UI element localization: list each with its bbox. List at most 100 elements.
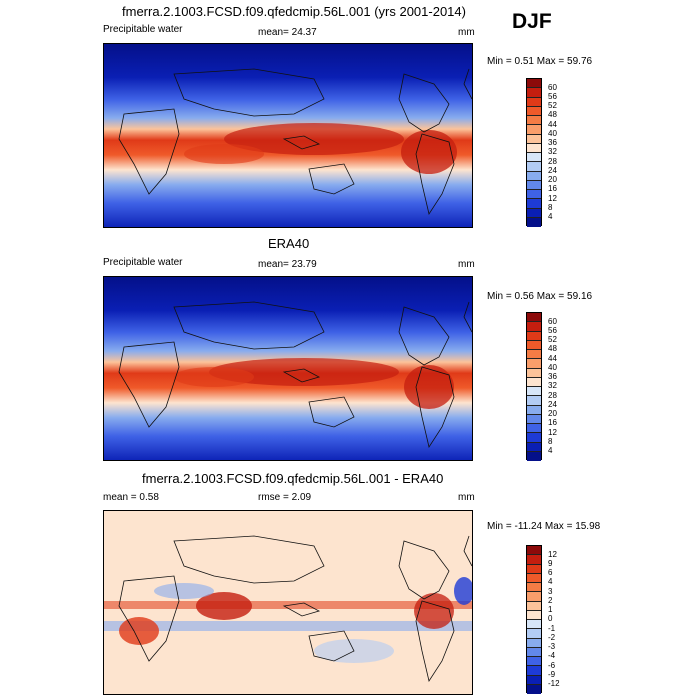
panel-2-colorbar-swatch bbox=[527, 359, 541, 369]
panel-3-colorbar-tick: -3 bbox=[548, 642, 556, 651]
panel-2-variable-label: Precipitable water bbox=[103, 257, 183, 268]
season-label: DJF bbox=[512, 10, 552, 33]
panel-1-colorbar-swatch bbox=[527, 79, 541, 89]
panel-3-colorbar-swatch bbox=[527, 647, 541, 657]
panel-1-colorbar-tick: 48 bbox=[548, 110, 557, 119]
panel-2-colorbar-tick: 48 bbox=[548, 344, 557, 353]
panel-1-colorbar-swatch bbox=[527, 125, 541, 135]
panel-3-colorbar-tick: -12 bbox=[548, 679, 560, 688]
panel-1-colorbar-tick: 36 bbox=[548, 138, 557, 147]
panel-1-colorbar-swatch bbox=[527, 190, 541, 200]
panel-3-colorbar-swatch bbox=[527, 610, 541, 620]
panel-1-colorbar-tick: 4 bbox=[548, 212, 553, 221]
panel-3-colorbar-swatch bbox=[527, 629, 541, 639]
panel-2-colorbar-swatch bbox=[527, 340, 541, 350]
panel-3-colorbar-swatch bbox=[527, 638, 541, 648]
panel-2-colorbar-swatch bbox=[527, 451, 541, 461]
panel-1-colorbar-tick: 16 bbox=[548, 184, 557, 193]
panel-1-colorbar-swatch bbox=[527, 88, 541, 98]
panel-3-colorbar-tick: -1 bbox=[548, 624, 556, 633]
panel-3-colorbar-swatch bbox=[527, 675, 541, 685]
panel-3-colorbar-swatch bbox=[527, 592, 541, 602]
panel-1-minmax-label: Min = 0.51 Max = 59.76 bbox=[487, 56, 593, 67]
panel-2-colorbar-swatch bbox=[527, 396, 541, 406]
panel-3-map bbox=[103, 510, 473, 695]
panel-2-colorbar-swatch bbox=[527, 368, 541, 378]
panel-2-colorbar-tick: 8 bbox=[548, 437, 553, 446]
panel-3-colorbar-tick: 2 bbox=[548, 596, 553, 605]
panel-3-colorbar-swatch bbox=[527, 573, 541, 583]
panel-2-colorbar-tick: 56 bbox=[548, 326, 557, 335]
panel-1-colorbar-swatch bbox=[527, 217, 541, 227]
panel-2-colorbar-swatch bbox=[527, 442, 541, 452]
panel-1-colorbar-tick: 60 bbox=[548, 83, 557, 92]
panel-1-title: fmerra.2.1003.FCSD.f09.qfedcmip.56L.001 … bbox=[122, 4, 466, 19]
panel-2-colorbar-tick: 44 bbox=[548, 354, 557, 363]
panel-3-colorbar-tick: -9 bbox=[548, 670, 556, 679]
panel-3-colorbar-tick: -6 bbox=[548, 661, 556, 670]
panel-3-colorbar bbox=[526, 545, 542, 694]
panel-2-colorbar-tick: 4 bbox=[548, 446, 553, 455]
panel-3-colorbar-swatch bbox=[527, 583, 541, 593]
panel-2-colorbar-swatch bbox=[527, 313, 541, 323]
panel-2-title: ERA40 bbox=[268, 236, 310, 251]
panel-1-colorbar-tick: 40 bbox=[548, 129, 557, 138]
panel-3-colorbar-tick: 12 bbox=[548, 550, 557, 559]
panel-2-colorbar-swatch bbox=[527, 405, 541, 415]
panel-1-colorbar-tick: 28 bbox=[548, 157, 557, 166]
panel-2-colorbar-swatch bbox=[527, 350, 541, 360]
panel-2-units-label: mm bbox=[458, 259, 475, 270]
panel-3-colorbar-tick: 0 bbox=[548, 614, 553, 623]
panel-3-mean-label: mean = 0.58 bbox=[103, 492, 159, 503]
panel-2-colorbar-tick: 12 bbox=[548, 428, 557, 437]
panel-1-units-label: mm bbox=[458, 27, 475, 38]
panel-2-colorbar-tick: 24 bbox=[548, 400, 557, 409]
panel-1-colorbar-swatch bbox=[527, 171, 541, 181]
panel-2-colorbar-swatch bbox=[527, 433, 541, 443]
panel-3-colorbar-swatch bbox=[527, 684, 541, 694]
panel-2-colorbar-swatch bbox=[527, 322, 541, 332]
panel-3-colorbar-swatch bbox=[527, 657, 541, 667]
panel-3-colorbar-tick: 1 bbox=[548, 605, 553, 614]
panel-1-colorbar-swatch bbox=[527, 199, 541, 209]
panel-1-mean-label: mean= 24.37 bbox=[258, 27, 317, 38]
panel-2-colorbar-tick: 16 bbox=[548, 418, 557, 427]
panel-1-colorbar-swatch bbox=[527, 134, 541, 144]
panel-1-colorbar-tick: 52 bbox=[548, 101, 557, 110]
panel-1-colorbar-swatch bbox=[527, 162, 541, 172]
panel-2-colorbar-swatch bbox=[527, 387, 541, 397]
panel-1-colorbar-swatch bbox=[527, 208, 541, 218]
panel-1-colorbar-tick: 56 bbox=[548, 92, 557, 101]
panel-1-colorbar-tick: 12 bbox=[548, 194, 557, 203]
panel-1-colorbar-swatch bbox=[527, 143, 541, 153]
panel-1-map bbox=[103, 43, 473, 228]
panel-2-colorbar-tick: 52 bbox=[548, 335, 557, 344]
panel-3-colorbar-swatch bbox=[527, 601, 541, 611]
panel-3-colorbar-swatch bbox=[527, 666, 541, 676]
panel-1-colorbar-swatch bbox=[527, 116, 541, 126]
panel-2-colorbar-swatch bbox=[527, 377, 541, 387]
panel-2-mean-label: mean= 23.79 bbox=[258, 259, 317, 270]
panel-2-colorbar-tick: 32 bbox=[548, 381, 557, 390]
panel-3-colorbar-tick: 9 bbox=[548, 559, 553, 568]
panel-3-colorbar-tick: 6 bbox=[548, 568, 553, 577]
panel-3-colorbar-tick: -4 bbox=[548, 651, 556, 660]
panel-1-colorbar-tick: 32 bbox=[548, 147, 557, 156]
panel-3-minmax-label: Min = -11.24 Max = 15.98 bbox=[487, 521, 601, 532]
panel-2-colorbar-tick: 28 bbox=[548, 391, 557, 400]
panel-2-map bbox=[103, 276, 473, 461]
panel-3-rmse-label: rmse = 2.09 bbox=[258, 492, 312, 503]
panel-3-colorbar-tick: 4 bbox=[548, 577, 553, 586]
panel-1-colorbar-tick: 24 bbox=[548, 166, 557, 175]
panel-3-colorbar-swatch bbox=[527, 546, 541, 556]
panel-1-colorbar-swatch bbox=[527, 97, 541, 107]
panel-1-colorbar-tick: 44 bbox=[548, 120, 557, 129]
panel-3-colorbar-tick: -2 bbox=[548, 633, 556, 642]
panel-2-colorbar-swatch bbox=[527, 331, 541, 341]
panel-2-colorbar-tick: 20 bbox=[548, 409, 557, 418]
panel-1-variable-label: Precipitable water bbox=[103, 24, 183, 35]
panel-2-colorbar-swatch bbox=[527, 414, 541, 424]
panel-1-colorbar bbox=[526, 78, 542, 227]
panel-3-units-label: mm bbox=[458, 492, 475, 503]
panel-3-colorbar-tick: 3 bbox=[548, 587, 553, 596]
